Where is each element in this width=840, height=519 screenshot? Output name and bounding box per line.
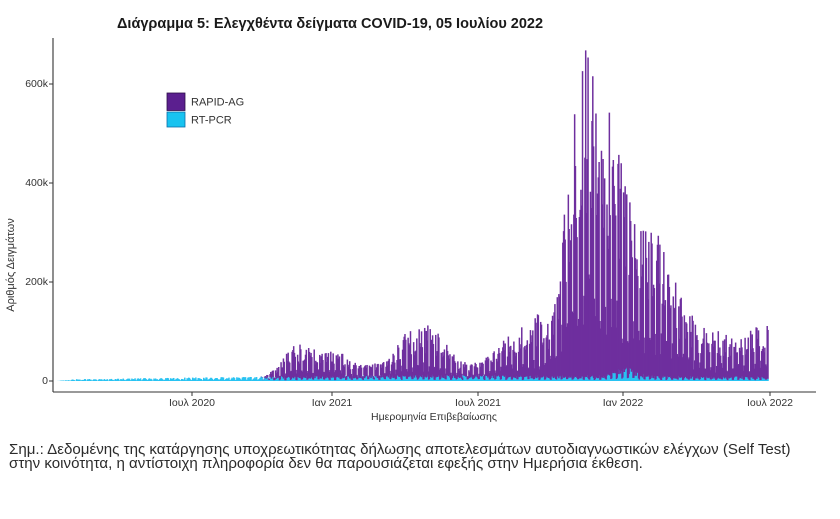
- svg-text:Ιουλ 2020: Ιουλ 2020: [169, 397, 215, 409]
- svg-text:RAPID-AG: RAPID-AG: [191, 97, 244, 109]
- svg-text:400k: 400k: [25, 177, 49, 189]
- svg-text:0: 0: [42, 375, 48, 387]
- svg-text:Ιουλ 2021: Ιουλ 2021: [455, 397, 501, 409]
- svg-text:Ιαν 2021: Ιαν 2021: [312, 397, 353, 409]
- svg-text:Ιαν 2022: Ιαν 2022: [603, 397, 644, 409]
- svg-text:200k: 200k: [25, 276, 49, 288]
- svg-text:RT-PCR: RT-PCR: [191, 115, 232, 127]
- svg-text:Ιουλ 2022: Ιουλ 2022: [747, 397, 793, 409]
- svg-text:Αριθμός Δειγμάτων: Αριθμός Δειγμάτων: [5, 218, 17, 312]
- svg-text:600k: 600k: [25, 78, 49, 90]
- svg-text:Ημερομηνία Επιβεβαίωσης: Ημερομηνία Επιβεβαίωσης: [371, 411, 497, 423]
